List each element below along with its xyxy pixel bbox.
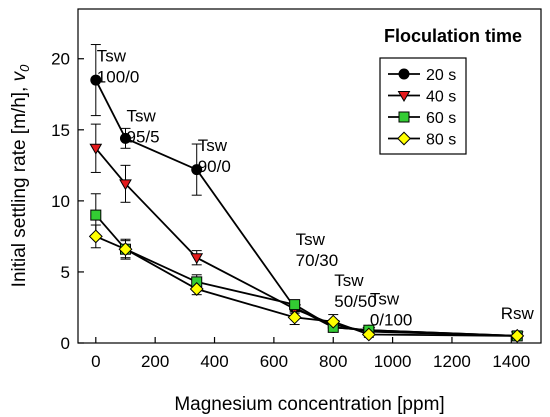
series-markers bbox=[88, 74, 525, 343]
legend-40s-marker bbox=[397, 91, 411, 102]
series-60s-point bbox=[289, 299, 301, 311]
series-80s-point bbox=[326, 314, 341, 329]
annotation-line: 0/100 bbox=[370, 311, 413, 330]
series-80s-point bbox=[510, 328, 525, 343]
y-tick-label: 0 bbox=[61, 334, 70, 353]
annotation-label: Tsw 95/5 bbox=[126, 106, 159, 146]
series-80s-point bbox=[287, 310, 302, 325]
annotation-label: Rsw bbox=[501, 304, 535, 323]
y-axis-title-text: Initial settling rate [m/h], bbox=[9, 81, 30, 287]
legend-60s-marker bbox=[398, 111, 410, 123]
legend-80s-label: 80 s bbox=[426, 132, 456, 149]
annotation-line: Tsw bbox=[296, 230, 326, 249]
series-20s-point bbox=[90, 74, 102, 86]
series-80s-point bbox=[361, 327, 376, 342]
legend-40s-label: 40 s bbox=[426, 89, 456, 106]
annotation-line: 70/30 bbox=[296, 251, 339, 270]
legend-20s-label: 20 s bbox=[426, 67, 456, 84]
annotation-label: Tsw 0/100 bbox=[370, 290, 413, 330]
x-tick-label: 1000 bbox=[374, 352, 412, 371]
annotation-line: Tsw bbox=[198, 136, 228, 155]
series-layer bbox=[88, 44, 525, 343]
x-tick-label: 1200 bbox=[433, 352, 471, 371]
annotation-label: Tsw 100/0 bbox=[97, 47, 140, 87]
legend-20s-marker bbox=[398, 68, 410, 80]
series-80s-point bbox=[88, 229, 103, 244]
y-axis-title: Initial settling rate [m/h], v0 bbox=[9, 64, 32, 287]
annotation-label: Tsw 90/0 bbox=[198, 136, 231, 176]
annotation-line: Tsw bbox=[334, 271, 364, 290]
axes bbox=[77, 8, 542, 344]
x-tick-label: 1400 bbox=[492, 352, 530, 371]
x-tick-label: 200 bbox=[141, 352, 169, 371]
annotation-line: 95/5 bbox=[126, 127, 159, 146]
series-40s-point bbox=[190, 253, 204, 265]
series-80s-point bbox=[118, 242, 133, 257]
y-tick-label: 15 bbox=[51, 121, 70, 140]
legend-80s-marker bbox=[397, 131, 411, 146]
annotation-label: Tsw 70/30 bbox=[296, 230, 339, 270]
annotation-line: Tsw bbox=[126, 106, 156, 125]
x-tick-label: 600 bbox=[260, 352, 288, 371]
annotation-line: Rsw bbox=[501, 304, 535, 323]
y-tick-label: 10 bbox=[51, 192, 70, 211]
x-tick-label: 800 bbox=[319, 352, 347, 371]
y-axis-title-var: v bbox=[9, 70, 30, 81]
annotation-line: 90/0 bbox=[198, 157, 231, 176]
series-40s-point bbox=[119, 179, 132, 191]
series-20s-point bbox=[119, 132, 131, 144]
x-axis-ticks: 0 200 400 600 800 1000 1200 1400 bbox=[91, 337, 530, 371]
y-axis-title-sub: 0 bbox=[17, 64, 32, 72]
series-80s-point bbox=[189, 282, 204, 296]
annotation-label: Tsw 50/50 bbox=[334, 271, 377, 311]
annotation-line: Tsw bbox=[370, 290, 400, 309]
series-40s-point bbox=[89, 143, 103, 155]
annotation-line: 100/0 bbox=[97, 68, 140, 87]
y-axis-ticks: 0 5 10 15 20 bbox=[51, 50, 84, 353]
plot-frame bbox=[77, 8, 542, 344]
series-60s-point bbox=[90, 209, 102, 221]
annotation-line: 50/50 bbox=[334, 292, 377, 311]
y-tick-label: 5 bbox=[61, 263, 70, 282]
series-20s-point bbox=[191, 164, 203, 176]
legend-title: Floculation time bbox=[384, 26, 522, 46]
x-axis-title: Magnesium concentration [ppm] bbox=[174, 394, 444, 415]
x-tick-label: 0 bbox=[91, 352, 100, 371]
legend-60s-label: 60 s bbox=[426, 110, 456, 127]
annotation-line: Tsw bbox=[97, 47, 127, 66]
x-tick-label: 400 bbox=[200, 352, 228, 371]
legend: 20 s 40 s 60 s 80 s bbox=[379, 57, 467, 155]
y-tick-label: 20 bbox=[51, 50, 70, 69]
